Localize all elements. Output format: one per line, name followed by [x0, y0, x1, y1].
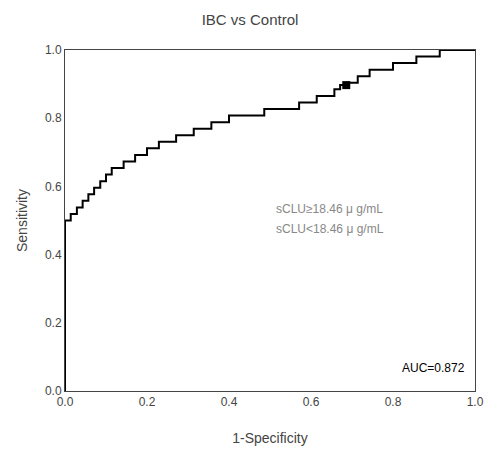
svg-text:0.4: 0.4 — [221, 395, 238, 409]
svg-text:0.8: 0.8 — [385, 395, 402, 409]
svg-text:sCLU≥18.46 μ g/mL: sCLU≥18.46 μ g/mL — [276, 202, 383, 216]
svg-text:Sensitivity: Sensitivity — [14, 189, 30, 252]
svg-text:IBC vs Control: IBC vs Control — [202, 11, 299, 28]
svg-text:0.8: 0.8 — [45, 111, 62, 125]
svg-text:0.6: 0.6 — [45, 180, 62, 194]
svg-text:0.0: 0.0 — [57, 395, 74, 409]
svg-text:1.0: 1.0 — [45, 43, 62, 57]
svg-text:0.6: 0.6 — [303, 395, 320, 409]
svg-text:0.2: 0.2 — [139, 395, 156, 409]
svg-text:1.0: 1.0 — [467, 395, 484, 409]
svg-text:0.0: 0.0 — [45, 384, 62, 398]
svg-text:1-Specificity: 1-Specificity — [232, 430, 307, 446]
svg-text:AUC=0.872: AUC=0.872 — [402, 361, 465, 375]
svg-text:sCLU<18.46 μ g/mL: sCLU<18.46 μ g/mL — [276, 222, 384, 236]
svg-text:0.2: 0.2 — [45, 316, 62, 330]
svg-text:0.4: 0.4 — [45, 248, 62, 262]
